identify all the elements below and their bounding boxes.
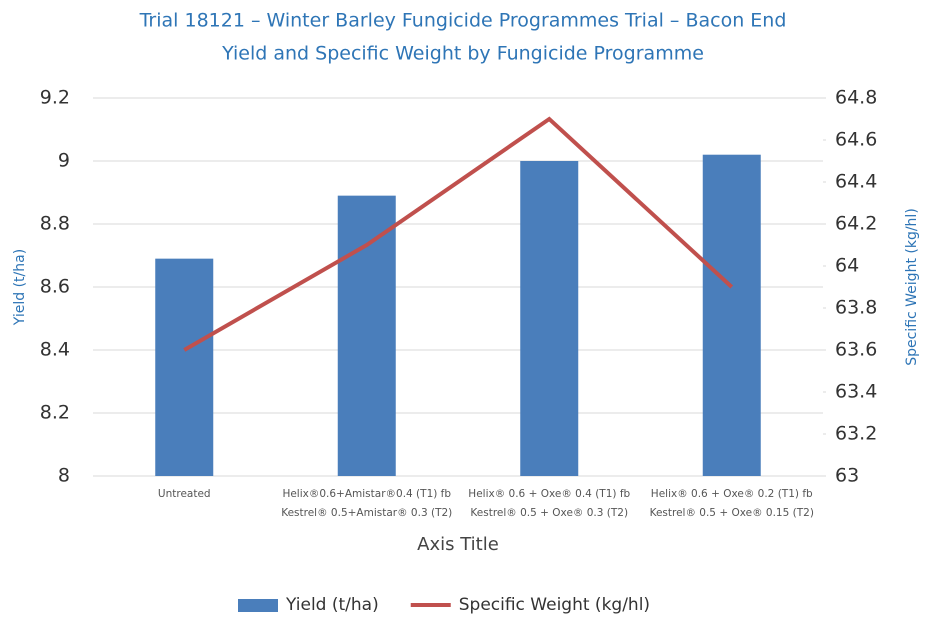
y2-tick-label: 64: [835, 255, 859, 277]
y2-tick-label: 63.4: [835, 381, 877, 403]
legend-label: Yield (t/ha): [285, 595, 379, 615]
y2-tick-label: 64.6: [835, 129, 877, 151]
y-axis-title: Yield (t/ha): [12, 249, 28, 326]
legend-label: Specific Weight (kg/hl): [459, 595, 650, 615]
y-tick-label: 8.8: [40, 213, 70, 235]
bar: [702, 154, 761, 476]
chart-subtitle: Yield and Specific Weight by Fungicide P…: [221, 43, 704, 65]
line: [183, 116, 734, 352]
y2-tick-label: 64.8: [835, 87, 877, 109]
x-axis-title: Axis Title: [417, 534, 499, 555]
bar: [155, 258, 214, 476]
y-tick-label: 8: [58, 465, 70, 487]
x-tick-label: Helix® 0.6 + Oxe® 0.4 (T1) fb: [468, 488, 630, 500]
legend-swatch: [238, 599, 278, 612]
y-tick-label: 8.2: [40, 402, 70, 424]
y2-tick-label: 64.2: [835, 213, 877, 235]
bar: [520, 161, 579, 476]
y2-tick-label: 63: [835, 465, 859, 487]
y2-tick-label: 63.2: [835, 423, 877, 445]
y2-tick-label: 63.6: [835, 339, 877, 361]
y-tick-label: 8.4: [40, 339, 70, 361]
x-tick-label: Kestrel® 0.5 + Oxe® 0.3 (T2): [470, 507, 628, 519]
x-tick-label: Kestrel® 0.5+Amistar® 0.3 (T2): [281, 507, 452, 519]
x-tick-label: Helix® 0.6 + Oxe® 0.2 (T1) fb: [651, 488, 813, 500]
bar: [337, 195, 396, 476]
x-tick-label: Untreated: [158, 488, 211, 500]
y2-axis-title: Specific Weight (kg/hl): [904, 208, 920, 366]
y2-tick-label: 63.8: [835, 297, 877, 319]
x-tick-label: Helix®0.6+Amistar®0.4 (T1) fb: [282, 488, 451, 500]
y-tick-label: 9.2: [40, 87, 70, 109]
x-tick-label: Kestrel® 0.5 + Oxe® 0.15 (T2): [650, 507, 814, 519]
y-tick-label: 9: [58, 150, 70, 172]
y-tick-label: 8.6: [40, 276, 70, 298]
y2-tick-label: 64.4: [835, 171, 877, 193]
chart-title: Trial 18121 – Winter Barley Fungicide Pr…: [139, 10, 787, 32]
